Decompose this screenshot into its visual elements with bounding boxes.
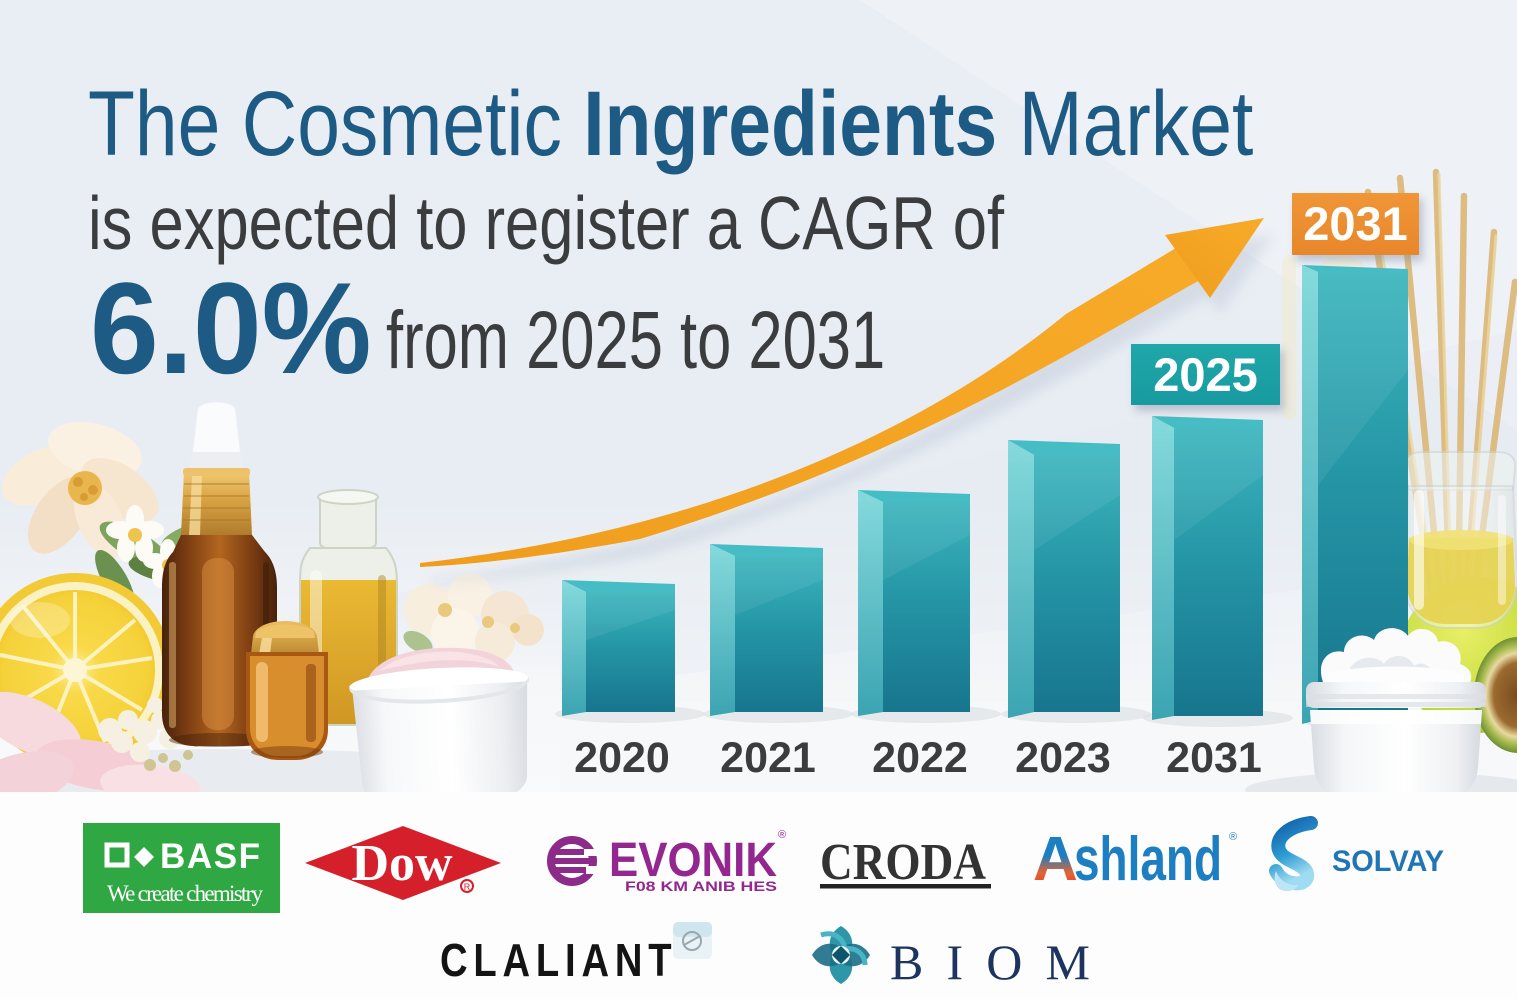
svg-text:shland: shland (1074, 828, 1222, 890)
svg-text:F08 KM ANIB HES: F08 KM ANIB HES (625, 878, 777, 894)
svg-text:®: ® (778, 829, 786, 841)
svg-text:R: R (464, 882, 471, 892)
svg-text:®: ® (1229, 831, 1237, 843)
svg-text:EVONIK: EVONIK (609, 834, 777, 887)
svg-text:A: A (1033, 828, 1078, 890)
svg-text:CRODA: CRODA (820, 834, 986, 891)
svg-text:SOLVAY: SOLVAY (1332, 845, 1444, 878)
svg-text:BIOM: BIOM (890, 934, 1100, 988)
svg-text:We create chemistry: We create chemistry (107, 881, 264, 906)
svg-text:Dow: Dow (351, 835, 453, 892)
svg-text:BASF: BASF (160, 837, 260, 876)
